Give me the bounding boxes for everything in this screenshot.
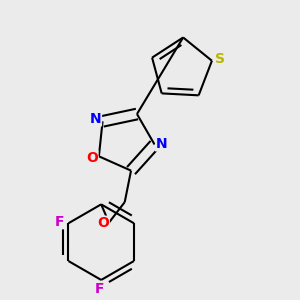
Text: N: N: [156, 137, 167, 151]
Text: F: F: [54, 215, 64, 229]
Text: O: O: [98, 216, 109, 230]
Text: O: O: [86, 151, 98, 165]
Text: S: S: [215, 52, 225, 66]
Text: N: N: [90, 112, 101, 126]
Text: F: F: [95, 282, 104, 296]
